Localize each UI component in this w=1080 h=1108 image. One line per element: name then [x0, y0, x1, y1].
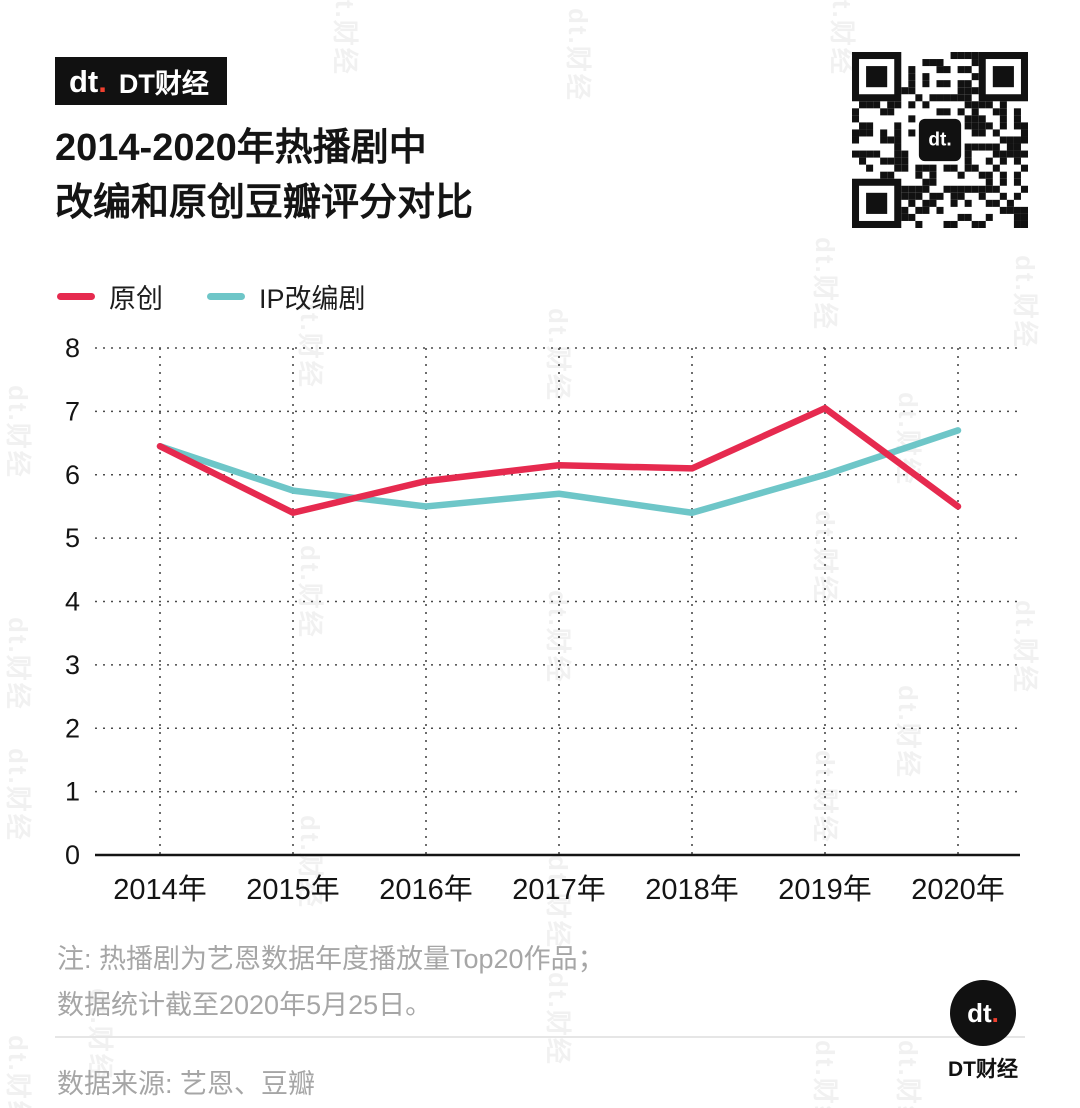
watermark-text: dt.财经 — [3, 617, 33, 711]
line-chart: 0 1 2 3 4 5 6 7 8 2014年 2015年 2016年 2017年 2018年 2019年 2… — [50, 333, 1030, 918]
svg-text:1: 1 — [65, 777, 80, 807]
dt-logo-mark-text: dt — [69, 63, 99, 99]
dt-logo-dot: . — [98, 63, 107, 99]
watermark-text: dt.财经 — [810, 1040, 840, 1108]
legend-item-original: 原创 — [57, 277, 163, 316]
watermark-text: dt.财经 — [3, 385, 33, 479]
footnote-line2: 数据统计截至2020年5月25日。 — [57, 990, 433, 1020]
footer-dt-logo: dt. DT财经 — [938, 980, 1028, 1083]
footnote: 注: 热播剧为艺恩数据年度播放量Top20作品； 数据统计截至2020年5月25… — [57, 936, 605, 1028]
footer-divider — [55, 1036, 1025, 1038]
watermark-text: dt.财经 — [810, 237, 840, 331]
watermark-text: dt.财经 — [563, 8, 593, 102]
footnote-line1: 注: 热播剧为艺恩数据年度播放量Top20作品； — [57, 944, 605, 974]
footer-dt-logo-circle: dt. — [950, 980, 1016, 1046]
svg-text:2017年: 2017年 — [512, 873, 606, 906]
legend-label-ip-adapted: IP改编剧 — [259, 284, 366, 314]
footer-dt-logo-label: DT财经 — [948, 1058, 1018, 1081]
svg-text:4: 4 — [65, 587, 80, 617]
svg-text:2015年: 2015年 — [246, 873, 340, 906]
svg-text:7: 7 — [65, 396, 80, 426]
svg-text:8: 8 — [65, 333, 80, 363]
data-source: 数据来源: 艺恩、豆瓣 — [57, 1069, 316, 1099]
svg-text:2014年: 2014年 — [113, 873, 207, 906]
chart-title-line2: 改编和原创豆瓣评分对比 — [55, 182, 474, 224]
watermark-text: dt.财经 — [330, 0, 360, 76]
dt-logo: dt. DT财经 — [55, 57, 227, 105]
svg-text:2020年: 2020年 — [911, 873, 1005, 906]
watermark-text: dt.财经 — [893, 1040, 923, 1108]
svg-text:0: 0 — [65, 840, 80, 870]
line-chart-canvas: 0 1 2 3 4 5 6 7 8 2014年 2015年 2016年 2017年 2018年 2019年 2… — [65, 333, 1020, 906]
svg-text:3: 3 — [65, 650, 80, 680]
legend-item-ip-adapted: IP改编剧 — [207, 277, 366, 316]
series-line-1 — [156, 427, 962, 517]
legend-swatch-ip-adapted — [207, 293, 245, 300]
chart-title: 2014-2020年热播剧中 改编和原创豆瓣评分对比 — [55, 121, 473, 231]
svg-text:2: 2 — [65, 713, 80, 743]
qr-code-image: dt. — [852, 52, 1028, 228]
svg-text:2019年: 2019年 — [778, 873, 872, 906]
watermark-text: dt.财经 — [3, 1035, 33, 1108]
legend-label-original: 原创 — [109, 284, 163, 314]
series-line-0 — [156, 404, 962, 517]
dt-logo-label: DT财经 — [118, 68, 209, 99]
svg-text:2018年: 2018年 — [645, 873, 739, 906]
footer-dt-logo-mark: dt — [967, 997, 992, 1028]
qr-code: dt. — [852, 52, 1028, 228]
dt-logo-mark: dt. — [69, 66, 107, 97]
chart-legend: 原创 IP改编剧 — [57, 277, 366, 316]
svg-text:5: 5 — [65, 523, 80, 553]
svg-text:2016年: 2016年 — [379, 873, 473, 906]
chart-title-line1: 2014-2020年热播剧中 — [55, 127, 427, 169]
svg-text:dt.: dt. — [928, 130, 951, 151]
svg-text:6: 6 — [65, 460, 80, 490]
legend-swatch-original — [57, 293, 95, 300]
watermark-text: dt.财经 — [3, 748, 33, 842]
footer-dt-logo-dot: . — [991, 997, 999, 1028]
